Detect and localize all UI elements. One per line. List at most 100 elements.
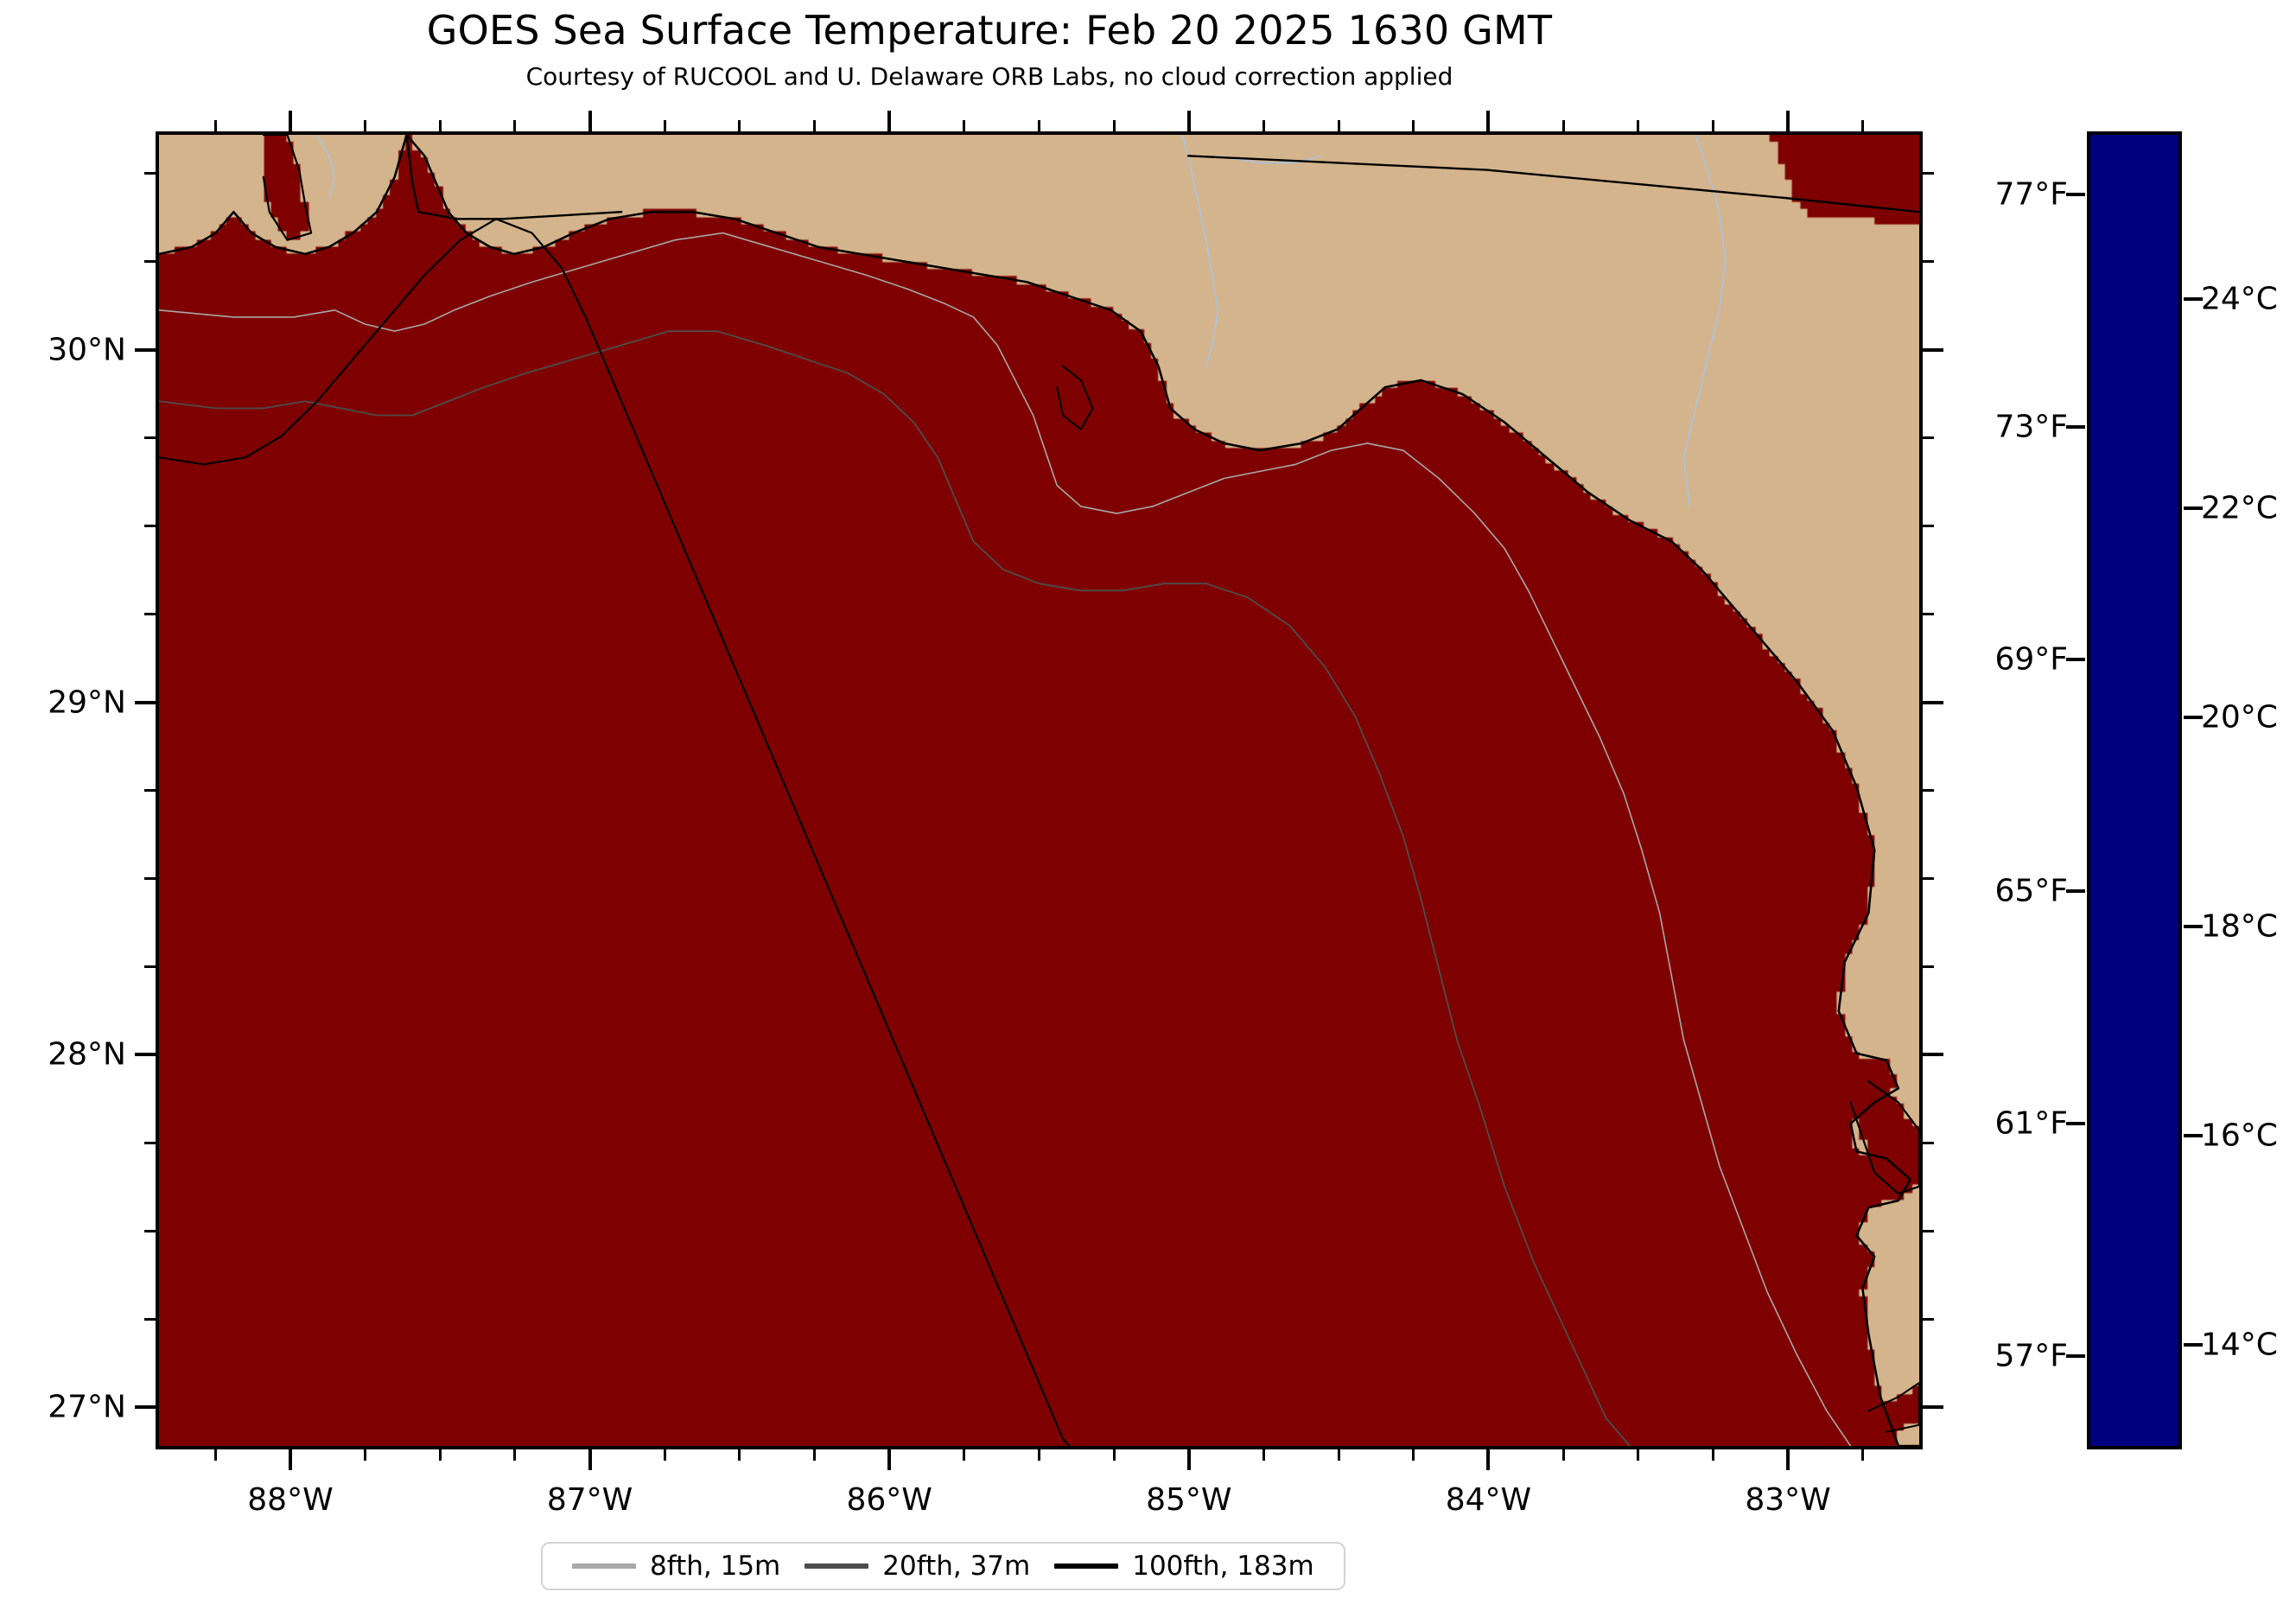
x-axis-minor-tick [1337, 1449, 1340, 1461]
y-axis-major-tick [1923, 1053, 1943, 1057]
y-axis-minor-tick [144, 172, 156, 175]
legend-line-swatch [805, 1563, 869, 1569]
x-axis-minor-tick [364, 1449, 367, 1461]
x-axis-minor-tick [1412, 1449, 1415, 1461]
x-axis-label: 86°W [846, 1482, 932, 1518]
x-axis-label: 87°W [546, 1482, 633, 1518]
y-axis-label: 28°N [48, 1036, 126, 1073]
colorbar-gradient [2087, 131, 2182, 1449]
y-axis-minor-tick [144, 260, 156, 264]
x-axis-major-tick [588, 1449, 592, 1470]
colorbar-label-celsius: 24°C [2201, 281, 2278, 317]
colorbar-tick-c [2184, 715, 2203, 719]
y-axis-major-tick [135, 700, 156, 704]
colorbar-label-fahrenheit: 65°F [1994, 873, 2068, 909]
y-axis-minor-tick [144, 876, 156, 880]
x-axis-minor-tick [963, 1449, 966, 1461]
x-axis-label: 88°W [247, 1482, 334, 1518]
sst-raster [159, 135, 1919, 1446]
x-axis-label: 84°W [1445, 1482, 1532, 1518]
bathymetry-20fth-contour [159, 331, 1630, 1446]
y-axis-minor-tick [1923, 1229, 1934, 1232]
y-axis-minor-tick [1923, 172, 1934, 175]
legend-entry: 20fth, 37m [792, 1551, 1042, 1582]
x-axis-major-tick [288, 111, 292, 131]
y-axis-minor-tick [1923, 260, 1934, 264]
x-axis-minor-tick [963, 120, 966, 131]
river-line-0 [1182, 135, 1218, 366]
colorbar-tick-c [2184, 1342, 2203, 1347]
x-axis-minor-tick [738, 120, 741, 131]
x-axis-minor-tick [1637, 120, 1640, 131]
map-vector-overlay [159, 135, 1919, 1446]
y-axis-minor-tick [1923, 1317, 1934, 1321]
y-axis-minor-tick [144, 1317, 156, 1321]
y-axis-major-tick [135, 1053, 156, 1057]
legend-label: 8fth, 15m [650, 1551, 781, 1582]
y-axis-major-tick [1923, 700, 1943, 704]
colorbar-label-fahrenheit: 57°F [1994, 1338, 2068, 1374]
y-axis-minor-tick [144, 613, 156, 616]
y-axis-minor-tick [144, 1229, 156, 1232]
x-axis-minor-tick [1711, 1449, 1714, 1461]
st-joseph-bay-shoreline [1057, 366, 1092, 430]
legend-label: 100fth, 183m [1132, 1551, 1314, 1582]
colorbar-label-celsius: 22°C [2201, 490, 2278, 526]
x-axis-minor-tick [1337, 120, 1340, 131]
x-axis-minor-tick [438, 120, 442, 131]
x-axis-minor-tick [513, 120, 517, 131]
y-axis-minor-tick [144, 525, 156, 528]
x-axis-minor-tick [513, 1449, 517, 1461]
river-line-3 [317, 135, 335, 198]
colorbar-label-celsius: 20°C [2201, 699, 2278, 736]
x-axis-minor-tick [1112, 120, 1116, 131]
x-axis-major-tick [1186, 1449, 1191, 1470]
colorbar-tick-c [2184, 296, 2203, 301]
tampa-bay-shoreline [1851, 1081, 1919, 1194]
mobile-bay-shoreline [264, 135, 311, 240]
bathymetry-100fth-contour [159, 219, 1069, 1446]
y-axis-minor-tick [1923, 613, 1934, 616]
bathymetry-legend: 8fth, 15m 20fth, 37m 100fth, 183m [541, 1542, 1345, 1590]
colorbar-tick-f [2066, 889, 2085, 894]
x-axis-minor-tick [1262, 120, 1265, 131]
x-axis-minor-tick [213, 120, 217, 131]
x-axis-major-tick [1786, 1449, 1790, 1470]
river-line-2 [1683, 135, 1725, 506]
colorbar-tick-f [2066, 1122, 2085, 1126]
x-axis-major-tick [887, 111, 892, 131]
y-axis-minor-tick [1923, 1141, 1934, 1144]
colorbar-tick-c [2184, 924, 2203, 928]
y-axis-minor-tick [1923, 525, 1934, 528]
x-axis-major-tick [1786, 111, 1790, 131]
x-axis-minor-tick [1038, 120, 1040, 131]
x-axis-label: 83°W [1745, 1482, 1831, 1518]
legend-label: 20fth, 37m [882, 1551, 1031, 1582]
river-line-1 [1218, 156, 1320, 162]
x-axis-minor-tick [364, 120, 367, 131]
legend-line-swatch [572, 1563, 636, 1569]
x-axis-major-tick [1486, 111, 1491, 131]
sst-map[interactable] [156, 131, 1923, 1449]
colorbar-label-fahrenheit: 61°F [1994, 1105, 2068, 1142]
y-axis-minor-tick [1923, 789, 1934, 792]
colorbar[interactable]: 57°F 61°F 65°F 69°F 73°F 77°F 14°C 16°C 18°C 20°C… [1994, 131, 2278, 1449]
x-axis-minor-tick [1112, 1449, 1116, 1461]
y-axis-minor-tick [1923, 876, 1934, 880]
page-subtitle: Courtesy of RUCOOL and U. Delaware ORB L… [525, 62, 1453, 91]
page-title: GOES Sea Surface Temperature: Feb 20 202… [426, 7, 1553, 54]
y-axis-minor-tick [144, 1141, 156, 1144]
state-border-ga-fl [1188, 156, 1919, 212]
title-block: GOES Sea Surface Temperature: Feb 20 202… [0, 0, 1979, 91]
x-axis-major-tick [887, 1449, 892, 1470]
state-border-al-fl [407, 135, 622, 219]
y-axis-major-tick [1923, 347, 1943, 352]
colorbar-tick-f [2066, 1354, 2085, 1359]
x-axis-minor-tick [663, 120, 666, 131]
x-axis-minor-tick [813, 1449, 817, 1461]
y-axis-label: 27°N [48, 1389, 126, 1425]
y-axis-minor-tick [144, 436, 156, 440]
colorbar-tick-f [2066, 657, 2085, 661]
coastline [159, 135, 1919, 1446]
legend-entry: 100fth, 183m [1042, 1551, 1326, 1582]
